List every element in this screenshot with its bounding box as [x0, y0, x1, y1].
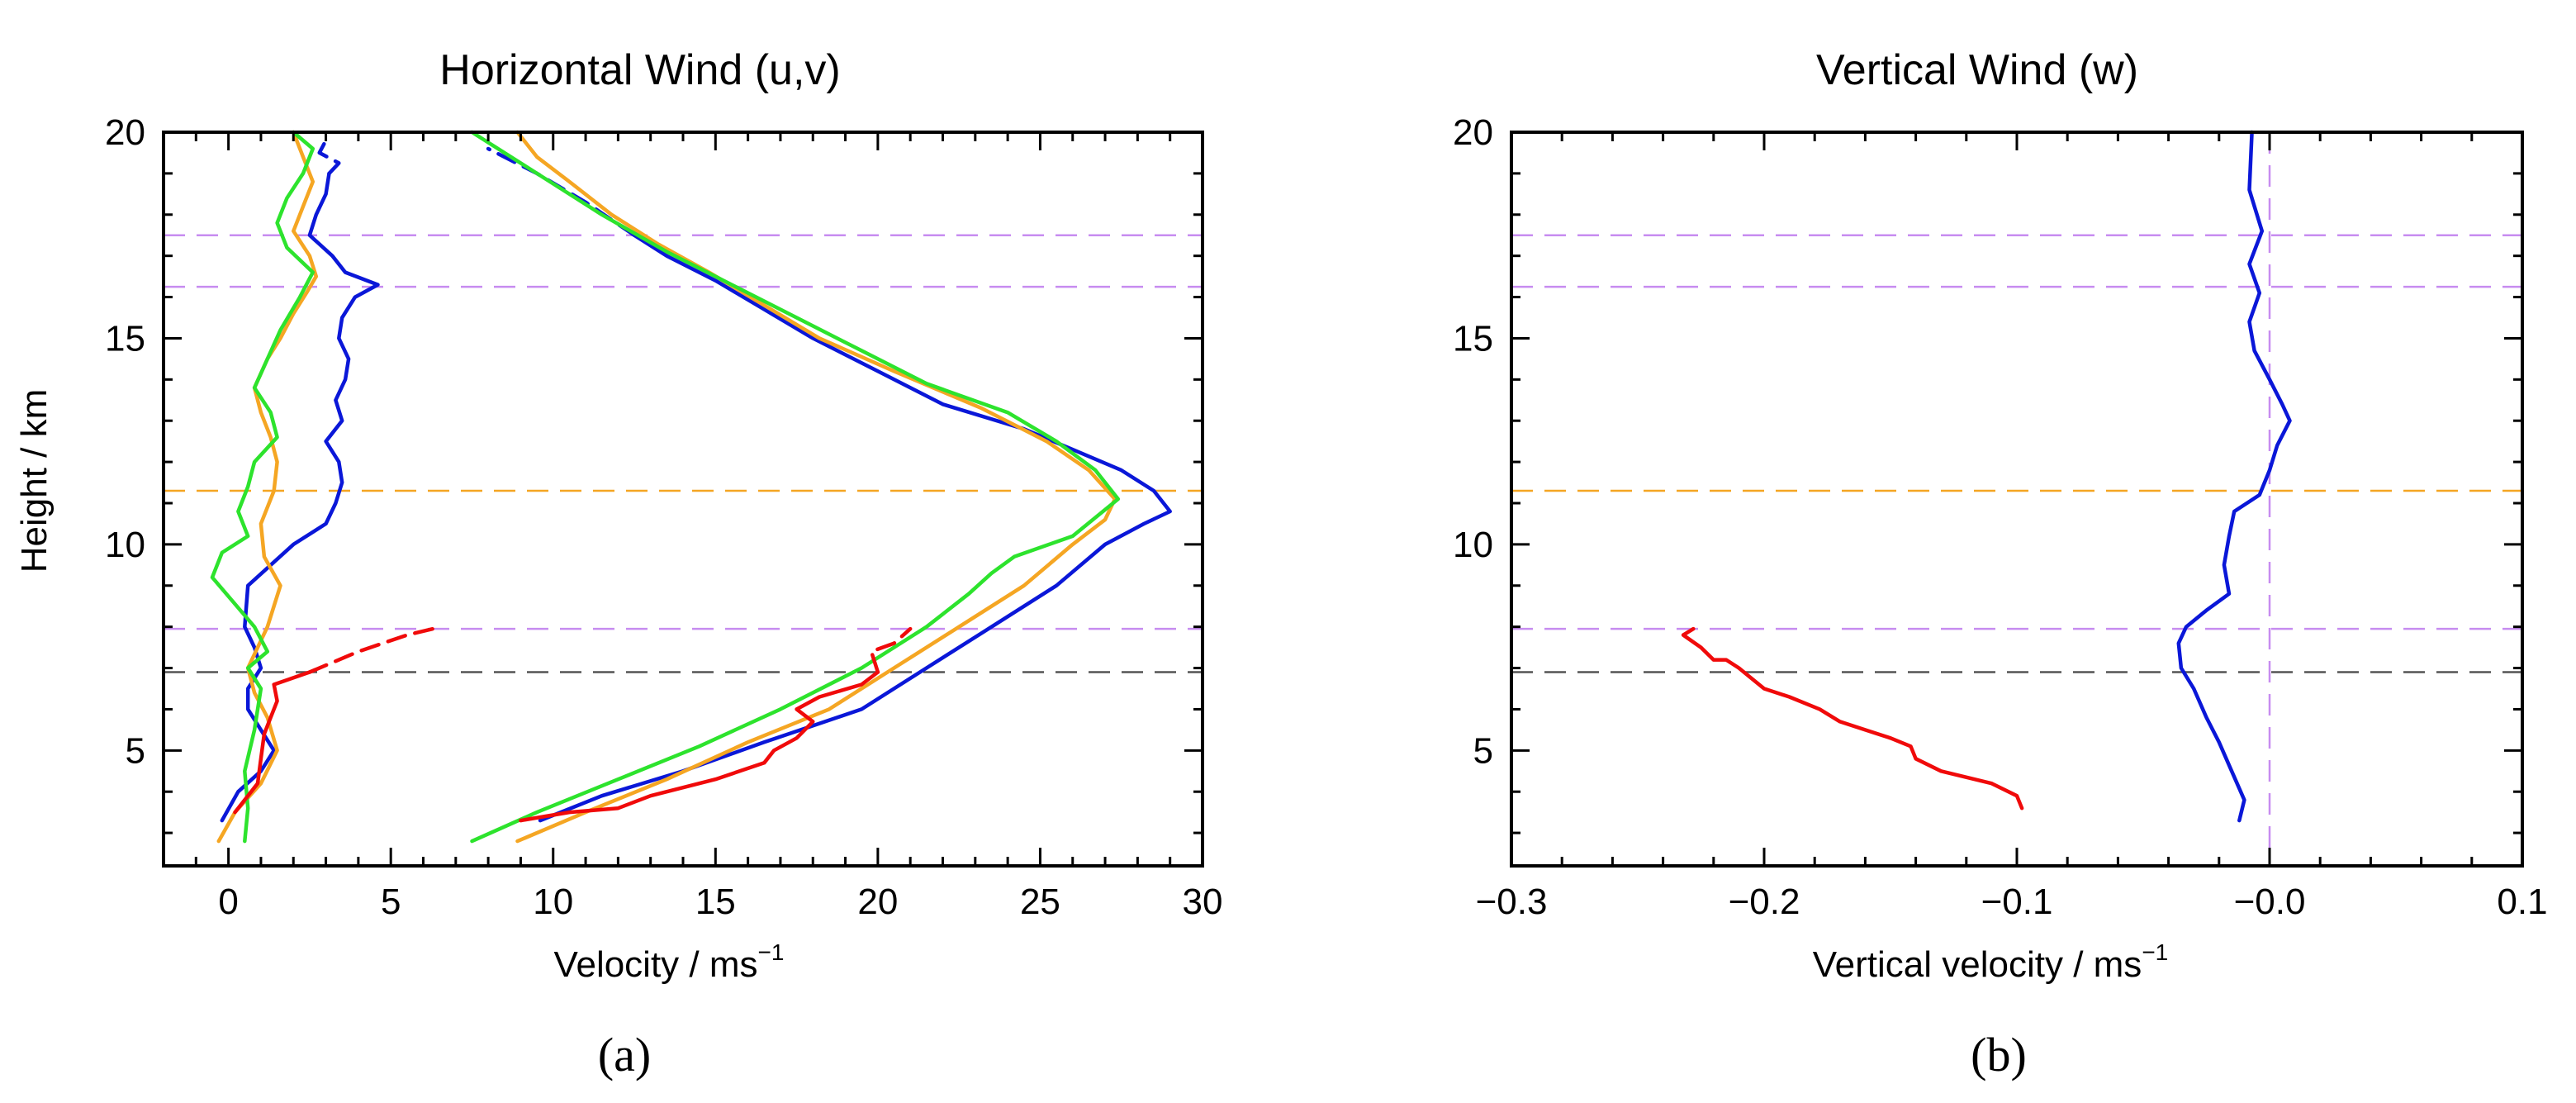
panel-b-ytick-label: 10	[1453, 525, 1493, 565]
panel-b: Vertical Wind (w) Vertical velocity / ms…	[1453, 46, 2548, 1082]
panel-b-reference-lines	[1511, 132, 2522, 866]
panel-a-series-red-u	[233, 670, 312, 815]
panel-a-x-axis-label: Velocity / ms−1	[554, 939, 785, 985]
panel-a-xtick-label: 10	[533, 882, 573, 922]
panel-a-series-red-v-dashed	[869, 626, 913, 674]
panel-a-x-axis-label-superscript: −1	[758, 939, 785, 965]
panel-b-xtick-label: −0.1	[1981, 882, 2053, 922]
panel-a-x-axis-label-text: Velocity / ms	[554, 944, 758, 985]
panel-a-xtick-label: 30	[1183, 882, 1223, 922]
panel-a-ticks: 0 5 10 15 20 25 30 5 10 15 20	[105, 112, 1222, 922]
panel-a-xtick-label: 5	[381, 882, 401, 922]
panel-b-xtick-label: −0.3	[1476, 882, 1548, 922]
panel-a-series	[210, 130, 1172, 844]
panel-a-title: Horizontal Wind (u,v)	[439, 46, 840, 94]
panel-a-ytick-label: 15	[105, 318, 145, 359]
panel-a-series-red-u-dashed	[307, 626, 435, 674]
panel-a-series-green-v	[470, 130, 1121, 844]
panel-b-series-red-w	[1681, 626, 2024, 811]
panel-a-series-red-v	[519, 670, 880, 823]
panel-b-title: Vertical Wind (w)	[1816, 46, 2138, 94]
panel-a-xtick-label: 25	[1020, 882, 1060, 922]
panel-a-xtick-label: 0	[218, 882, 238, 922]
panel-a-series-orange-u	[216, 130, 319, 844]
panel-a-ytick-label: 5	[126, 730, 145, 771]
panel-b-x-axis-label: Vertical velocity / ms−1	[1813, 939, 2169, 985]
panel-a-series-orange-v	[515, 130, 1117, 844]
panel-a-xtick-label: 15	[695, 882, 736, 922]
panel-a-series-blue-u-dashed	[317, 138, 341, 176]
panel-b-series	[1681, 130, 2292, 823]
panel-b-xtick-label: −0.2	[1729, 882, 1800, 922]
panel-a: Horizontal Wind (u,v) Height / km Veloci…	[14, 46, 1222, 1082]
panel-b-label: (b)	[1971, 1028, 2027, 1082]
panel-a-xtick-label: 20	[857, 882, 898, 922]
panel-a-plot-frame	[162, 131, 1204, 868]
panel-a-series-blue-v	[538, 233, 1172, 823]
panel-b-ticks: −0.3 −0.2 −0.1 −0.0 0.1 5 10 15 20	[1453, 112, 2548, 922]
panel-b-series-blue-w	[2176, 130, 2292, 823]
panel-b-ytick-label: 15	[1453, 318, 1493, 359]
panel-a-label: (a)	[598, 1028, 651, 1082]
panel-b-ytick-label: 20	[1453, 112, 1493, 153]
panel-a-y-axis-label: Height / km	[14, 389, 55, 573]
panel-b-ytick-label: 5	[1473, 730, 1493, 771]
panel-b-plot-frame	[1510, 131, 2524, 868]
panel-b-x-axis-label-superscript: −1	[2142, 939, 2168, 965]
panel-a-reference-lines	[164, 234, 1203, 673]
panel-a-ytick-label: 10	[105, 525, 145, 565]
panel-a-series-green-u	[210, 130, 315, 844]
panel-b-xtick-label: −0.0	[2234, 882, 2306, 922]
panel-b-x-axis-label-text: Vertical velocity / ms	[1813, 944, 2142, 985]
panel-a-series-blue-u	[220, 171, 380, 823]
panel-a-ytick-label: 20	[105, 112, 145, 153]
panel-b-xtick-label: 0.1	[2497, 882, 2547, 922]
